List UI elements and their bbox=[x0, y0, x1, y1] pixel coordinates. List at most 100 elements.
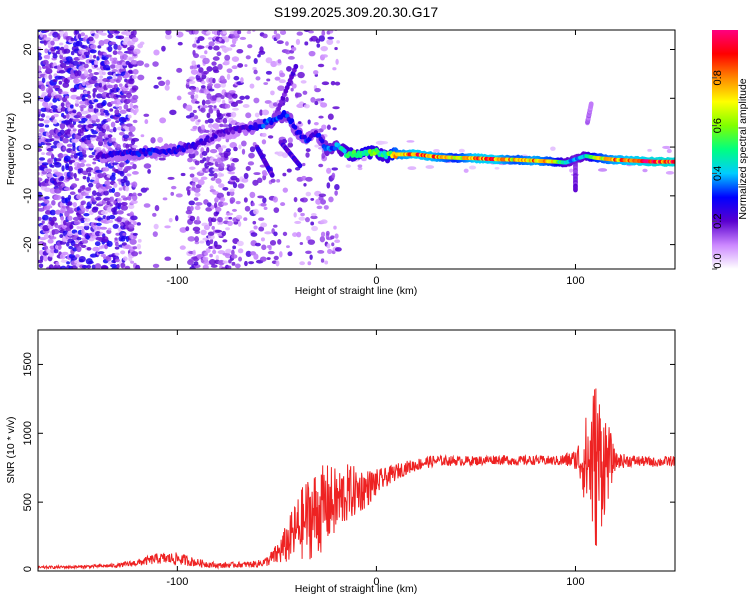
heatmap-cell bbox=[93, 71, 100, 75]
heatmap-cell bbox=[95, 25, 98, 29]
heatmap-cell bbox=[72, 141, 76, 148]
heatmap-cell bbox=[67, 159, 76, 164]
heatmap-cell bbox=[299, 261, 305, 266]
heatmap-cell bbox=[334, 81, 341, 86]
heatmap-cell bbox=[87, 182, 94, 188]
snr-x-tick-label: 100 bbox=[566, 576, 584, 588]
heatmap-cell bbox=[252, 179, 259, 186]
heatmap-cell bbox=[116, 143, 121, 150]
heatmap-cell bbox=[92, 190, 97, 196]
heatmap-cell bbox=[666, 148, 672, 154]
heatmap-cell bbox=[327, 36, 335, 40]
heatmap-cell bbox=[113, 83, 118, 89]
heatmap-cell bbox=[310, 197, 315, 201]
heatmap-cell bbox=[213, 172, 218, 179]
heatmap-cell bbox=[115, 94, 122, 98]
heatmap-cell bbox=[336, 40, 340, 44]
heatmap-cell bbox=[69, 172, 74, 178]
heatmap-cell bbox=[308, 25, 311, 29]
heatmap-cell bbox=[305, 176, 313, 182]
heatmap-cell bbox=[164, 225, 171, 229]
heatmap-cell bbox=[210, 177, 216, 181]
heatmap-cell bbox=[245, 55, 251, 60]
heatmap-cell bbox=[305, 191, 312, 197]
heatmap-cell bbox=[260, 222, 268, 228]
heatmap-cell bbox=[207, 234, 215, 240]
heatmap-cell bbox=[86, 246, 92, 251]
heatmap-cell bbox=[192, 249, 196, 256]
heatmap-y-tick-label: -20 bbox=[22, 237, 34, 253]
heatmap-cell bbox=[225, 227, 231, 231]
heatmap-cell bbox=[70, 50, 75, 56]
heatmap-cell bbox=[78, 255, 86, 263]
heatmap-cell bbox=[320, 46, 328, 52]
heatmap-cell bbox=[237, 183, 245, 189]
snr-y-axis-label: SNR (10 * v/v) bbox=[5, 416, 17, 483]
heatmap-cell bbox=[117, 75, 123, 82]
heatmap-cell bbox=[103, 52, 108, 56]
heatmap-cell bbox=[83, 222, 90, 227]
colorbar-tick-label: 0.6 bbox=[712, 118, 724, 133]
heatmap-cell bbox=[316, 205, 323, 210]
heatmap-x-tick-label: 0 bbox=[373, 275, 379, 287]
heatmap-cell bbox=[231, 65, 238, 70]
heatmap-cell bbox=[266, 78, 271, 82]
heatmap-cell bbox=[52, 118, 58, 125]
heatmap-cell bbox=[99, 75, 104, 79]
heatmap-cell bbox=[117, 197, 122, 203]
heatmap-cell bbox=[297, 121, 302, 125]
heatmap-cell bbox=[328, 196, 334, 203]
heatmap-cell bbox=[217, 216, 223, 223]
heatmap-cell bbox=[83, 69, 89, 77]
heatmap-cell bbox=[59, 24, 66, 28]
heatmap-cell bbox=[144, 63, 150, 68]
heatmap-cell bbox=[95, 196, 102, 201]
heatmap-cell bbox=[202, 30, 210, 32]
heatmap-cell bbox=[588, 101, 594, 107]
heatmap-cell bbox=[257, 54, 261, 58]
heatmap-cell bbox=[87, 172, 92, 177]
heatmap-cell bbox=[110, 196, 115, 202]
heatmap-cell bbox=[38, 24, 43, 29]
heatmap-cell bbox=[191, 177, 199, 183]
heatmap-cell bbox=[132, 74, 137, 80]
heatmap-cell bbox=[208, 173, 215, 177]
heatmap-cell bbox=[213, 45, 220, 51]
heatmap-cell bbox=[308, 50, 316, 57]
heatmap-cell bbox=[46, 168, 52, 173]
heatmap-cell bbox=[53, 113, 59, 118]
heatmap-cell bbox=[193, 30, 195, 31]
heatmap-cell bbox=[81, 81, 86, 86]
heatmap-cell bbox=[193, 187, 201, 193]
snr-y-tick-label: 1500 bbox=[22, 352, 34, 376]
heatmap-cell bbox=[334, 247, 342, 252]
heatmap-cell bbox=[93, 54, 97, 59]
heatmap-cell bbox=[255, 76, 261, 81]
heatmap-cell bbox=[165, 79, 171, 86]
heatmap-cell bbox=[205, 239, 211, 247]
heatmap-cell bbox=[93, 64, 98, 68]
heatmap-cell bbox=[192, 109, 197, 114]
heatmap-cell bbox=[112, 223, 119, 229]
heatmap-cell bbox=[194, 160, 200, 166]
heatmap-cell bbox=[43, 34, 47, 39]
heatmap-cell bbox=[116, 263, 120, 269]
heatmap-cell bbox=[130, 60, 138, 65]
heatmap-cell bbox=[302, 162, 306, 167]
chart-title: S199.2025.309.20.30.G17 bbox=[274, 4, 438, 20]
heatmap-cell bbox=[131, 181, 138, 188]
heatmap-cell bbox=[59, 59, 63, 64]
heatmap-cell bbox=[315, 26, 321, 30]
heatmap-cell bbox=[307, 119, 311, 125]
heatmap-cell bbox=[215, 254, 219, 260]
heatmap-cell bbox=[123, 175, 128, 183]
heatmap-cell bbox=[212, 56, 220, 61]
heatmap-cell bbox=[124, 265, 131, 269]
heatmap-cell bbox=[66, 261, 70, 265]
heatmap-cell bbox=[62, 137, 69, 144]
heatmap-cell bbox=[253, 172, 261, 176]
heatmap-cell bbox=[192, 86, 197, 90]
heatmap-cell bbox=[193, 219, 202, 225]
heatmap-cell bbox=[228, 90, 236, 94]
heatmap-cell bbox=[276, 40, 284, 45]
